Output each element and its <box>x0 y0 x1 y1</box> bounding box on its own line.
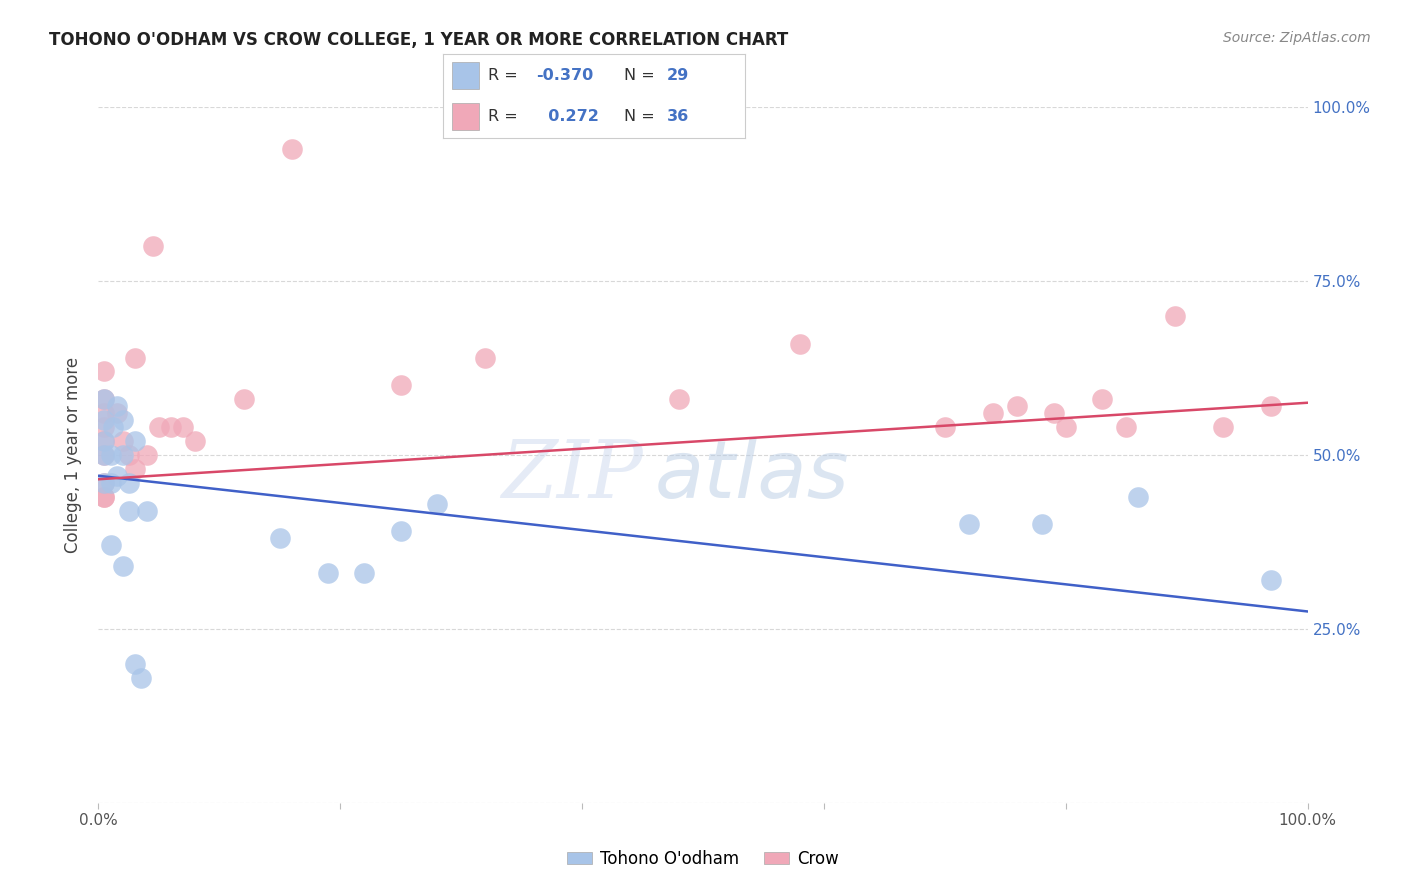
Point <box>281 142 304 156</box>
Point <box>474 351 496 365</box>
Point <box>426 497 449 511</box>
Point <box>981 406 1004 420</box>
Point <box>111 448 134 462</box>
Point <box>232 392 254 407</box>
Text: ZIP: ZIP <box>501 437 643 515</box>
Point <box>93 420 115 434</box>
Point <box>118 475 141 490</box>
Point <box>105 399 128 413</box>
Point <box>1054 420 1077 434</box>
Point <box>135 503 157 517</box>
Point <box>100 538 122 552</box>
Point <box>1091 392 1114 407</box>
Point <box>118 503 141 517</box>
Y-axis label: College, 1 year or more: College, 1 year or more <box>65 357 83 553</box>
Point <box>111 413 134 427</box>
Text: -0.370: -0.370 <box>537 68 593 83</box>
Point <box>93 364 115 378</box>
Point <box>93 392 115 407</box>
FancyBboxPatch shape <box>451 103 479 130</box>
Point <box>93 490 115 504</box>
Text: R =: R = <box>488 109 523 124</box>
Point <box>105 406 128 420</box>
Point <box>1115 420 1137 434</box>
Point <box>1042 406 1064 420</box>
Point <box>1212 420 1234 434</box>
Point <box>93 490 115 504</box>
Legend: Tohono O'odham, Crow: Tohono O'odham, Crow <box>560 843 846 874</box>
Point <box>389 378 412 392</box>
Point <box>124 351 146 365</box>
Point <box>142 239 165 253</box>
Point <box>124 434 146 448</box>
Point <box>124 657 146 671</box>
Point <box>1260 573 1282 587</box>
Point <box>1007 399 1029 413</box>
Text: atlas: atlas <box>655 437 849 515</box>
Point <box>93 448 115 462</box>
Point <box>129 671 152 685</box>
FancyBboxPatch shape <box>451 62 479 89</box>
Point <box>957 517 980 532</box>
Text: N =: N = <box>624 68 661 83</box>
Point <box>111 434 134 448</box>
Point <box>93 392 115 407</box>
Point <box>93 434 115 448</box>
Point <box>389 524 412 539</box>
Point <box>101 420 124 434</box>
Text: 29: 29 <box>666 68 689 83</box>
Text: R =: R = <box>488 68 523 83</box>
Point <box>160 420 183 434</box>
Point <box>148 420 170 434</box>
Point <box>1260 399 1282 413</box>
Point <box>316 566 339 581</box>
Point <box>353 566 375 581</box>
Point <box>93 448 115 462</box>
Text: TOHONO O'ODHAM VS CROW COLLEGE, 1 YEAR OR MORE CORRELATION CHART: TOHONO O'ODHAM VS CROW COLLEGE, 1 YEAR O… <box>49 31 789 49</box>
Point <box>93 413 115 427</box>
Point <box>184 434 207 448</box>
Text: 0.272: 0.272 <box>537 109 599 124</box>
Point <box>100 448 122 462</box>
Point <box>1163 309 1185 323</box>
Point <box>1031 517 1053 532</box>
Point <box>668 392 690 407</box>
Point <box>93 434 115 448</box>
Point <box>100 475 122 490</box>
Point <box>111 559 134 574</box>
Point <box>93 475 115 490</box>
Text: Source: ZipAtlas.com: Source: ZipAtlas.com <box>1223 31 1371 45</box>
Point <box>135 448 157 462</box>
Point <box>93 475 115 490</box>
Point <box>1128 490 1150 504</box>
Point <box>789 336 811 351</box>
Point <box>118 448 141 462</box>
Text: 36: 36 <box>666 109 689 124</box>
Point <box>105 468 128 483</box>
Point <box>172 420 194 434</box>
Point <box>934 420 956 434</box>
Point <box>124 462 146 476</box>
Point <box>269 532 291 546</box>
Point <box>93 406 115 420</box>
Text: N =: N = <box>624 109 661 124</box>
